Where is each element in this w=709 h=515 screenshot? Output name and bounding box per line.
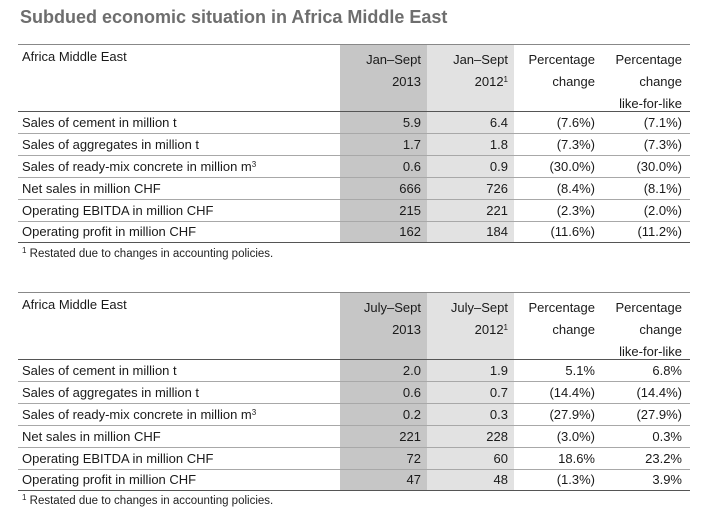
footnote: 1 Restated due to changes in accounting …	[22, 246, 274, 260]
like-for-like-header: Percentage change like-for-like	[615, 52, 683, 111]
table-row: Sales of aggregates in million t 0.6 0.7…	[18, 382, 690, 404]
row-divider	[18, 425, 690, 426]
table-row: Sales of ready-mix concrete in million m…	[18, 156, 690, 178]
table-top-rule	[18, 292, 690, 293]
row-divider	[18, 447, 690, 448]
row-divider	[18, 133, 690, 134]
prior-period-header: July–Sept 20121	[450, 300, 508, 337]
row-divider	[18, 221, 690, 222]
cubic-superscript: 3	[251, 408, 257, 417]
table-row: Net sales in million CHF 666 726 (8.4%) …	[18, 178, 690, 200]
header-rule	[18, 359, 690, 360]
footnote-marker: 1	[503, 75, 508, 84]
table-bottom-rule	[18, 490, 690, 491]
results-table-jan-sept: Africa Middle East Jan–Sept 2013 Jan–Sep…	[18, 44, 690, 243]
table-row: Operating EBITDA in million CHF 215 221 …	[18, 200, 690, 222]
table-row: Net sales in million CHF 221 228 (3.0%) …	[18, 426, 690, 448]
table-row: Operating profit in million CHF 47 48 (1…	[18, 469, 690, 491]
row-divider	[18, 199, 690, 200]
row-divider	[18, 469, 690, 470]
prior-year-column-shade	[427, 45, 514, 243]
region-label: Africa Middle East	[22, 49, 127, 64]
row-divider	[18, 155, 690, 156]
current-period-header: Jan–Sept 2013	[366, 52, 421, 89]
table-row: Sales of cement in million t 2.0 1.9 5.1…	[18, 360, 690, 382]
header-rule	[18, 111, 690, 112]
table-row: Sales of ready-mix concrete in million m…	[18, 404, 690, 426]
table-row: Sales of cement in million t 5.9 6.4 (7.…	[18, 112, 690, 134]
table-top-rule	[18, 44, 690, 45]
region-label: Africa Middle East	[22, 297, 127, 312]
page-title: Subdued economic situation in Africa Mid…	[20, 7, 448, 27]
prior-period-header: Jan–Sept 20121	[453, 52, 508, 89]
footnote: 1 Restated due to changes in accounting …	[22, 493, 274, 507]
table-row: Sales of aggregates in million t 1.7 1.8…	[18, 134, 690, 156]
footnote-marker: 1	[503, 323, 508, 332]
table-bottom-rule	[18, 242, 690, 243]
row-divider	[18, 177, 690, 178]
results-table-july-sept: Africa Middle East July–Sept 2013 July–S…	[18, 292, 690, 491]
row-divider	[18, 381, 690, 382]
cubic-superscript: 3	[251, 160, 257, 169]
current-year-column-shade	[340, 45, 427, 243]
percentage-change-header: Percentage change	[528, 52, 596, 89]
table-row: Operating EBITDA in million CHF 72 60 18…	[18, 448, 690, 470]
current-year-column-shade	[340, 293, 427, 491]
row-divider	[18, 403, 690, 404]
percentage-change-header: Percentage change	[528, 300, 596, 337]
current-period-header: July–Sept 2013	[363, 300, 421, 337]
table-row: Operating profit in million CHF 162 184 …	[18, 221, 690, 243]
prior-year-column-shade	[427, 293, 514, 491]
like-for-like-header: Percentage change like-for-like	[615, 300, 683, 359]
